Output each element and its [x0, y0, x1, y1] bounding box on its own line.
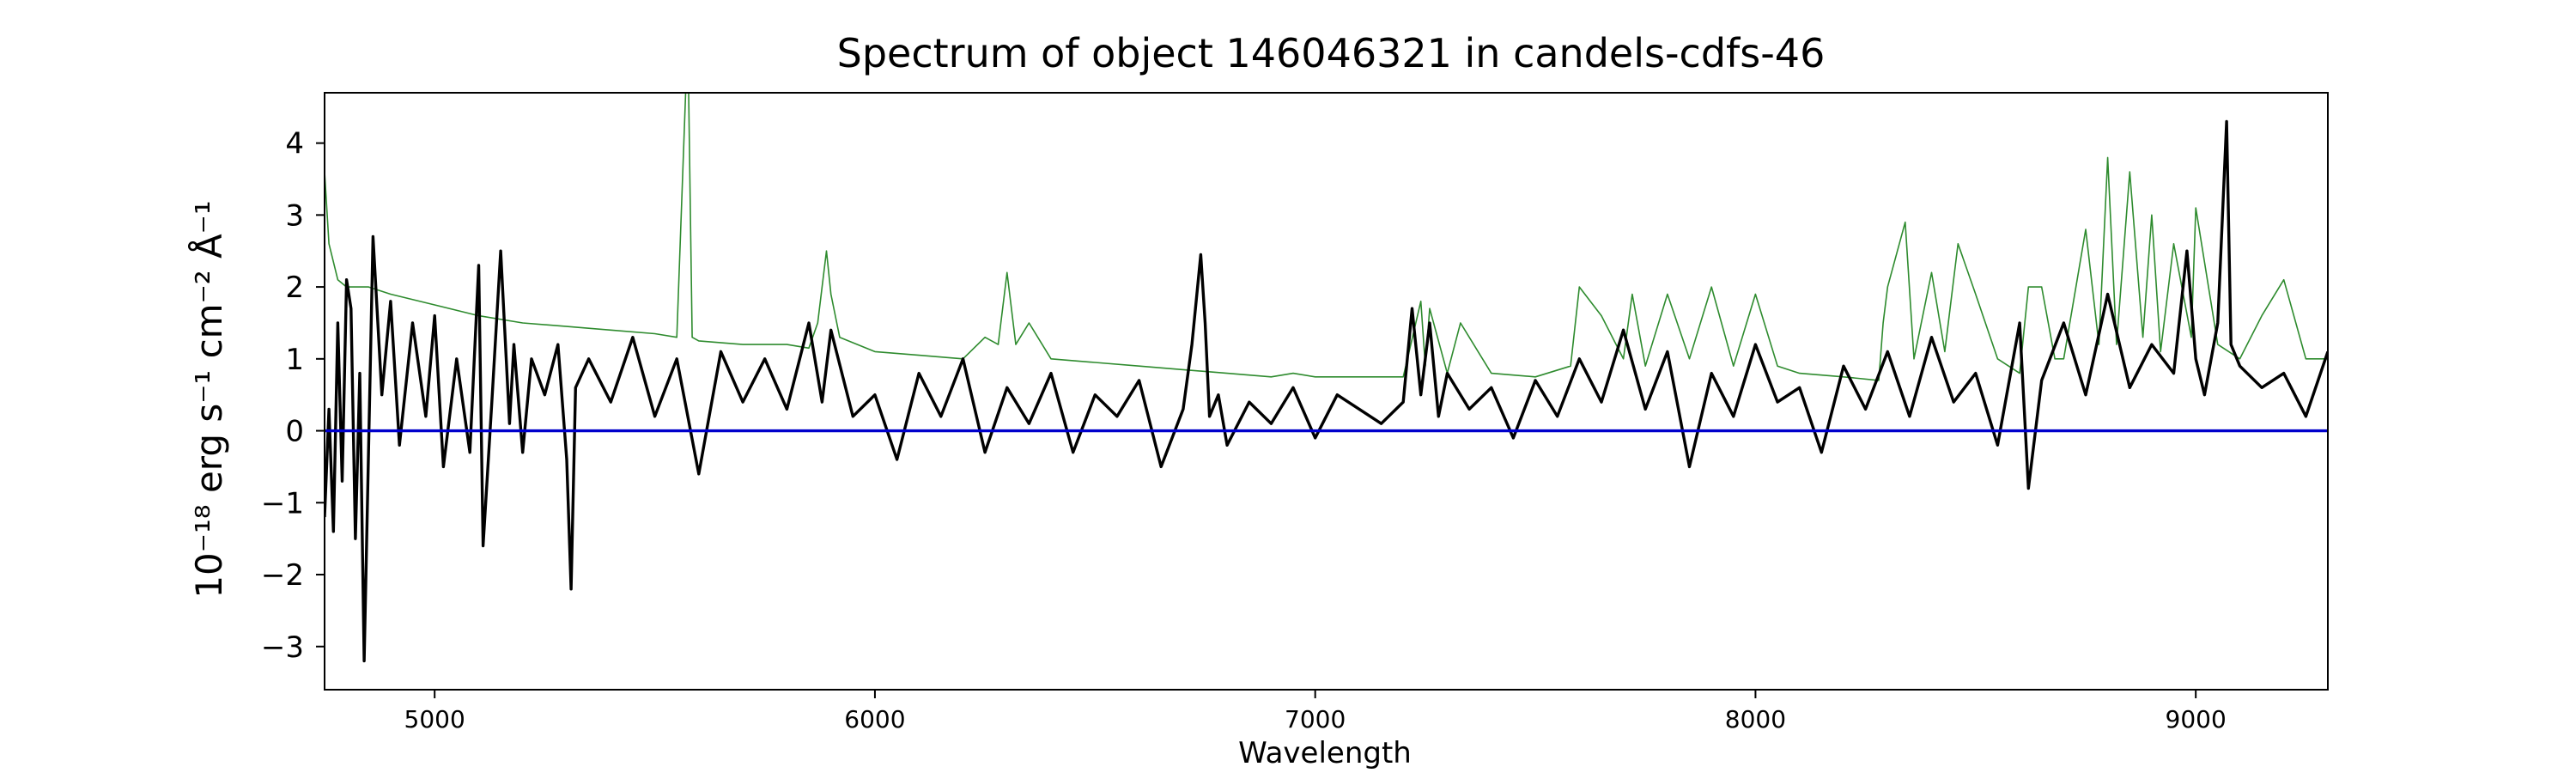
y-ticks: −3 −2 −1 0 1 2 3 4 — [261, 127, 325, 665]
chart-title: Spectrum of object 146046321 in candels-… — [837, 30, 1826, 76]
x-tick-label: 5000 — [404, 705, 465, 733]
series-line-2 — [325, 119, 2328, 663]
y-axis-label: 10⁻¹⁸ erg s⁻¹ cm⁻² Å⁻¹ — [187, 200, 230, 598]
y-tick-label: 0 — [285, 415, 304, 449]
x-axis-label: Wavelength — [1238, 736, 1412, 770]
y-tick-label: −2 — [261, 558, 304, 593]
plot-frame — [324, 92, 2329, 691]
x-tick-label: 8000 — [1725, 705, 1786, 733]
y-tick-label: 3 — [285, 198, 304, 233]
series-line-1 — [325, 93, 2328, 381]
x-ticks: 5000 6000 7000 8000 9000 — [404, 690, 2227, 733]
y-tick-label: 1 — [285, 343, 304, 377]
x-tick-label: 7000 — [1285, 705, 1346, 733]
y-tick-label: 2 — [285, 271, 304, 305]
x-tick-label: 6000 — [844, 705, 905, 733]
y-tick-label: 4 — [285, 127, 304, 161]
x-tick-label: 9000 — [2166, 705, 2227, 733]
y-tick-label: −1 — [261, 486, 304, 520]
series-layer — [325, 93, 2328, 663]
y-tick-label: −3 — [261, 630, 304, 665]
